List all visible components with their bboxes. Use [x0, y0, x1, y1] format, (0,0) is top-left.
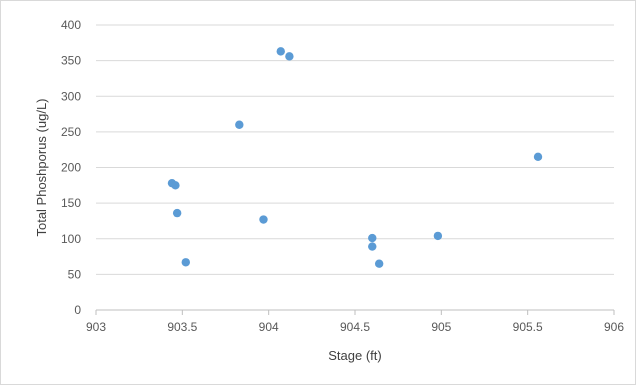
y-axis: 0 50 100 150 200 250 300 350 400 — [61, 18, 81, 317]
y-tick-label: 250 — [61, 125, 81, 139]
data-point — [276, 47, 285, 56]
y-tick-label: 50 — [68, 267, 82, 281]
x-tick-label: 903.5 — [167, 320, 197, 334]
y-tick-label: 400 — [61, 18, 81, 32]
x-tick-label: 904 — [259, 320, 279, 334]
y-tick-label: 200 — [61, 161, 81, 175]
x-axis-title: Stage (ft) — [328, 348, 381, 363]
data-point — [368, 242, 377, 251]
x-tick-label: 903 — [86, 320, 106, 334]
data-point — [172, 208, 182, 218]
x-tick-label: 904.5 — [340, 320, 370, 334]
y-axis-title: Total Phoshporus (ug/L) — [34, 98, 49, 236]
y-tick-label: 150 — [61, 196, 81, 210]
y-tick-label: 350 — [61, 54, 81, 68]
data-point — [171, 181, 180, 190]
data-point — [433, 231, 443, 241]
y-tick-label: 300 — [61, 89, 81, 103]
data-point — [368, 233, 377, 243]
data-point — [374, 259, 384, 268]
y-tick-label: 100 — [61, 232, 81, 246]
data-point — [285, 52, 294, 61]
data-point — [235, 120, 244, 129]
data-point — [181, 258, 190, 267]
gridlines — [96, 24, 614, 275]
x-axis: 903 903.5 904 904.5 905 905.5 906 — [86, 309, 624, 334]
x-tick-label: 905.5 — [513, 320, 543, 334]
data-points — [167, 47, 543, 268]
y-tick-label: 0 — [74, 303, 81, 317]
x-tick-label: 906 — [604, 320, 624, 334]
data-point — [533, 152, 543, 162]
data-point — [259, 215, 268, 224]
x-tick-label: 905 — [431, 320, 451, 334]
